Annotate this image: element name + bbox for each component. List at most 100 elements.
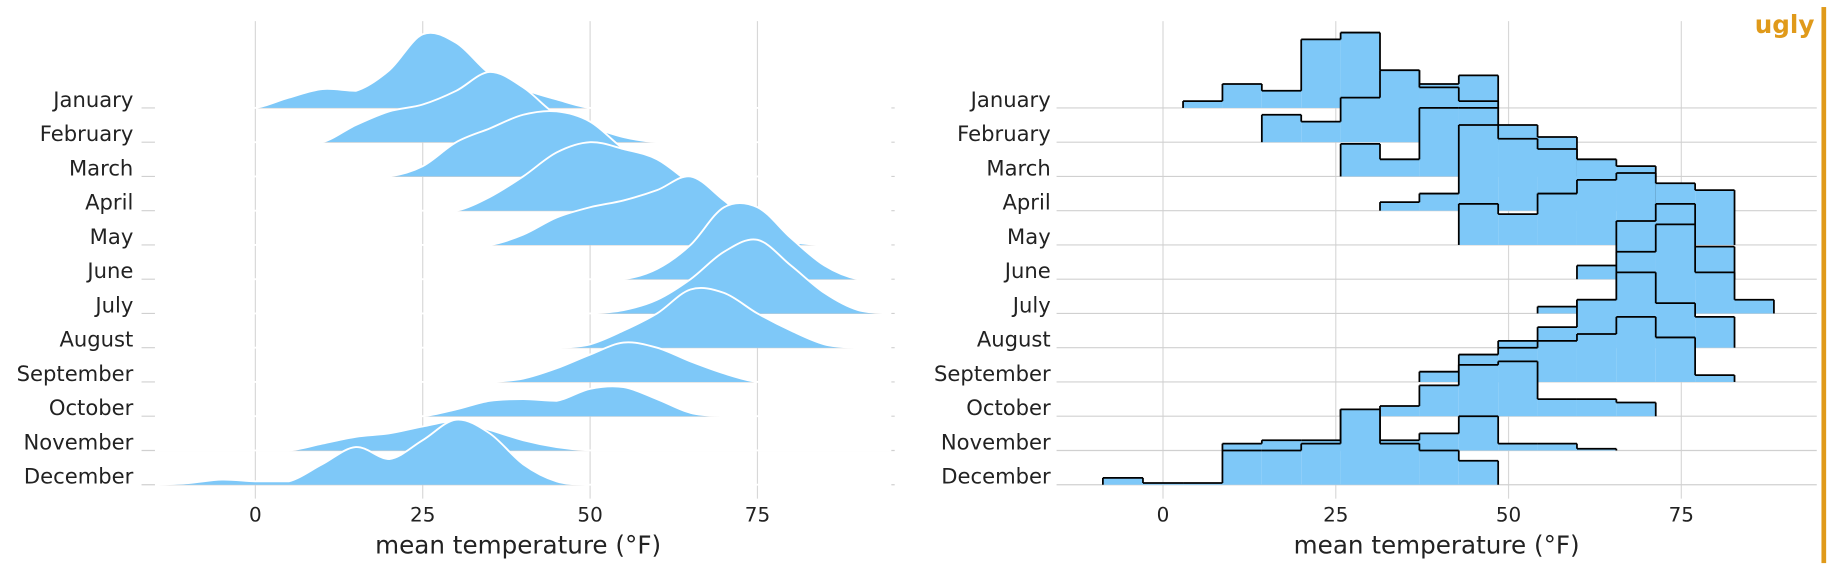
density-area bbox=[154, 142, 892, 211]
histogram-bar bbox=[1340, 409, 1381, 485]
histogram-bar bbox=[1695, 375, 1735, 382]
row-label: August bbox=[977, 327, 1051, 352]
histogram-bar bbox=[1222, 443, 1262, 451]
histogram-bar bbox=[1498, 340, 1538, 348]
density-outline bbox=[154, 420, 892, 452]
row-label: January bbox=[51, 87, 133, 112]
histogram-bar bbox=[1695, 190, 1735, 245]
density-outline bbox=[154, 238, 892, 315]
histogram-bar bbox=[1222, 450, 1262, 485]
row-label: February bbox=[40, 121, 134, 146]
histogram-bar bbox=[1261, 440, 1302, 451]
histogram-bar bbox=[1576, 334, 1617, 382]
row-label: December bbox=[24, 464, 134, 489]
row-label: June bbox=[1003, 258, 1051, 283]
density-area bbox=[154, 110, 892, 177]
row-label: March bbox=[69, 155, 133, 180]
x-tick-label: 25 bbox=[1323, 503, 1348, 527]
row-label: July bbox=[93, 292, 133, 317]
histogram-bar bbox=[1537, 443, 1577, 451]
density-area bbox=[154, 419, 892, 485]
density-outline bbox=[154, 287, 892, 349]
histogram-bar bbox=[1419, 107, 1459, 177]
density-outline bbox=[154, 71, 892, 144]
histogram-bar bbox=[1301, 39, 1341, 108]
histogram-bar bbox=[1498, 443, 1538, 451]
histogram-bar bbox=[1537, 340, 1577, 382]
histogram-bar bbox=[1537, 399, 1577, 417]
histogram-bar bbox=[1498, 214, 1538, 245]
histogram-bar bbox=[1380, 443, 1420, 485]
histogram-bar bbox=[1419, 193, 1459, 211]
histogram-bar bbox=[1419, 385, 1459, 417]
histogram-bar bbox=[1498, 138, 1538, 211]
row-label: December bbox=[941, 464, 1051, 489]
histogram-bar bbox=[1576, 179, 1617, 245]
row-label: May bbox=[1007, 224, 1051, 249]
x-tick-label: 50 bbox=[577, 503, 602, 527]
histogram-bar bbox=[1616, 402, 1656, 417]
row-label: November bbox=[24, 429, 134, 454]
row-label: September bbox=[17, 361, 134, 386]
density-area bbox=[154, 202, 892, 280]
histogram-bar bbox=[1380, 70, 1420, 143]
label: ugly bbox=[1755, 10, 1815, 39]
density-area bbox=[154, 71, 892, 143]
histogram-bar bbox=[1537, 193, 1577, 245]
row-label: February bbox=[957, 121, 1051, 146]
histogram-bar bbox=[1222, 83, 1262, 108]
histogram-bar bbox=[1301, 443, 1341, 485]
x-axis-title: mean temperature (°F) bbox=[1294, 531, 1580, 560]
row-label: March bbox=[986, 155, 1050, 180]
histogram-bar bbox=[1576, 399, 1617, 417]
histogram-bar bbox=[1380, 405, 1420, 417]
histogram-bar bbox=[1340, 97, 1381, 143]
density-outline bbox=[154, 141, 892, 212]
density-outline bbox=[154, 385, 892, 418]
histogram-bar bbox=[1380, 159, 1420, 177]
density-outline bbox=[154, 418, 892, 486]
histogram-bar bbox=[1261, 90, 1302, 108]
label-bar bbox=[1821, 7, 1827, 564]
histogram-bar bbox=[1261, 450, 1302, 485]
row-label: April bbox=[85, 190, 133, 215]
x-tick-label: 0 bbox=[249, 503, 262, 527]
histogram-bar bbox=[1419, 450, 1459, 485]
x-tick-label: 75 bbox=[745, 503, 770, 527]
histogram-bar bbox=[1380, 202, 1420, 211]
density-outline bbox=[154, 341, 892, 383]
histogram-bar bbox=[1301, 121, 1341, 143]
histogram-bar bbox=[1261, 114, 1302, 143]
histogram-bar bbox=[1458, 460, 1499, 485]
histogram-bar bbox=[1655, 337, 1696, 382]
x-tick-label: 25 bbox=[410, 503, 435, 527]
row-label: July bbox=[1011, 292, 1051, 317]
histogram-bar bbox=[1616, 316, 1656, 382]
row-label: September bbox=[934, 361, 1051, 386]
x-tick-label: 75 bbox=[1669, 503, 1694, 527]
density-area bbox=[154, 342, 892, 382]
x-axis-title: mean temperature (°F) bbox=[375, 531, 661, 560]
histogram-bar bbox=[1458, 416, 1499, 451]
row-label: January bbox=[969, 87, 1051, 112]
histogram-bar bbox=[1734, 299, 1774, 314]
histogram-bar bbox=[1102, 477, 1143, 485]
histogram-bar bbox=[1419, 371, 1459, 382]
histogram-bar bbox=[1498, 361, 1538, 417]
histogram-bar bbox=[1340, 143, 1381, 177]
histogram-bar bbox=[1655, 224, 1696, 314]
row-label: June bbox=[85, 258, 133, 283]
x-tick-label: 0 bbox=[1157, 503, 1170, 527]
histogram-bar bbox=[1183, 101, 1223, 108]
row-label: November bbox=[941, 429, 1051, 454]
row-label: April bbox=[1002, 190, 1050, 215]
x-tick-label: 50 bbox=[1496, 503, 1521, 527]
density-area bbox=[154, 421, 892, 451]
row-label: October bbox=[966, 395, 1051, 420]
histogram-bar bbox=[1537, 306, 1577, 314]
density-area bbox=[154, 386, 892, 417]
density-outline bbox=[154, 202, 892, 281]
histogram-bar bbox=[1458, 364, 1499, 417]
